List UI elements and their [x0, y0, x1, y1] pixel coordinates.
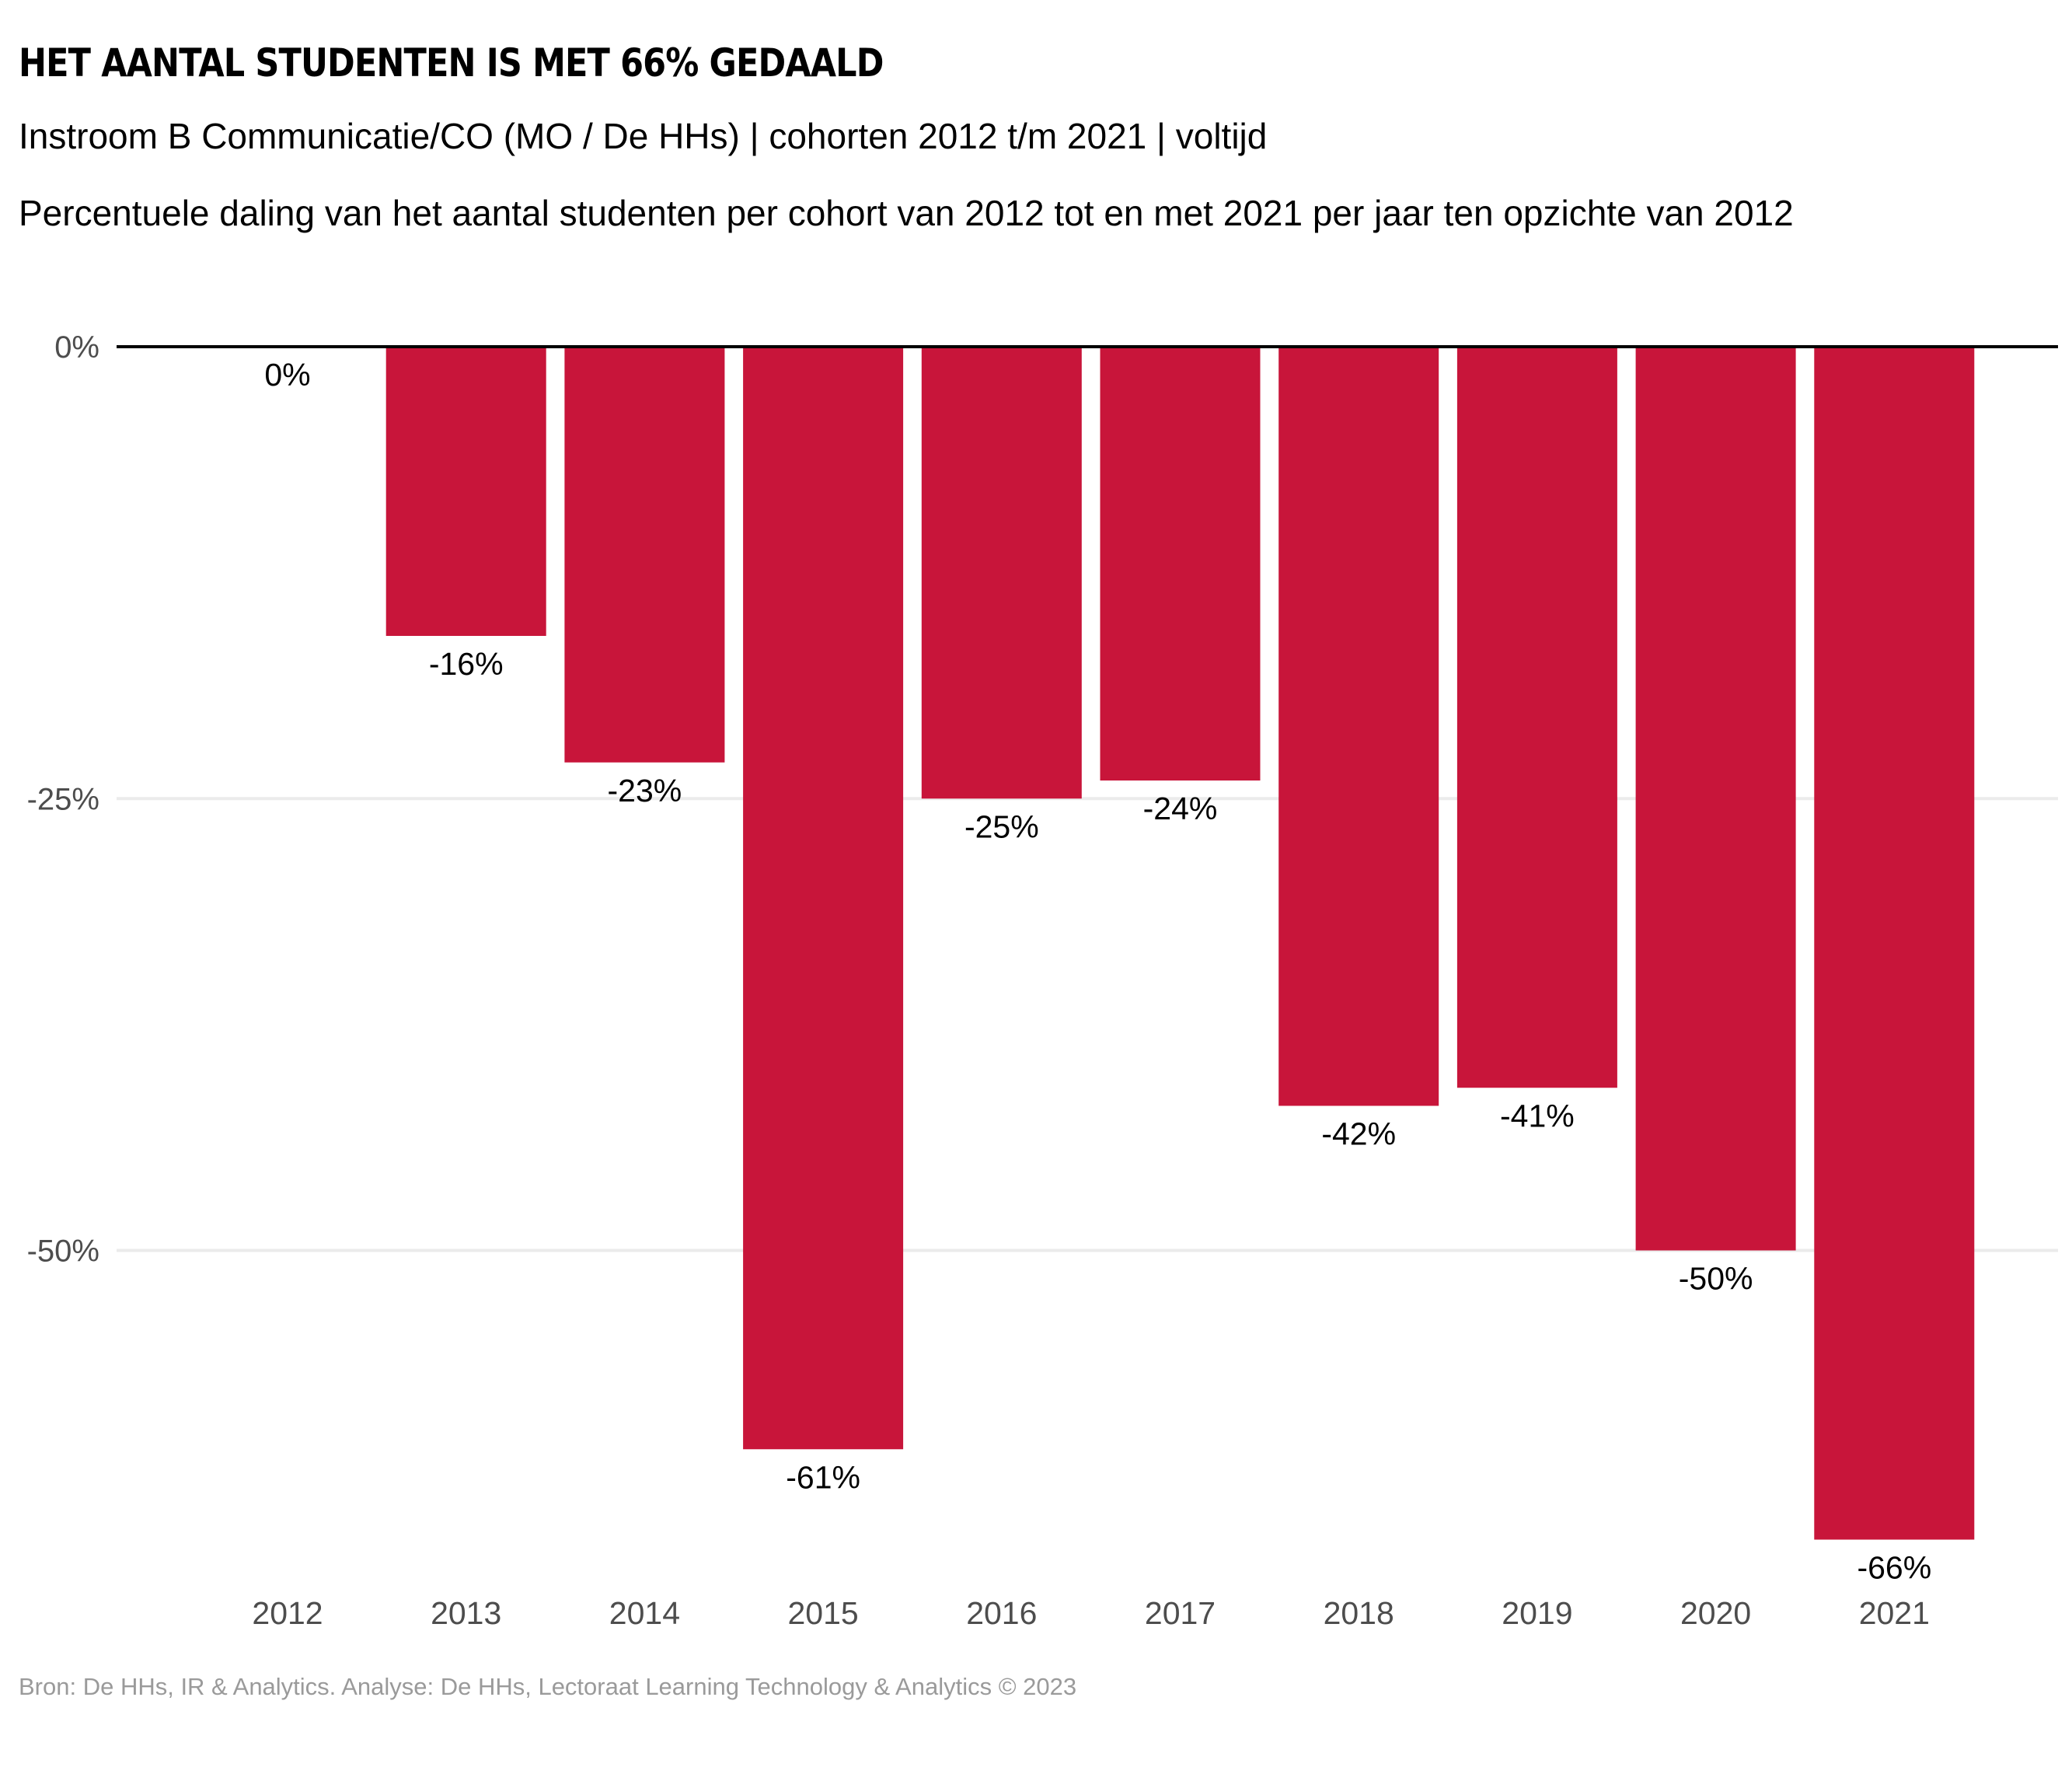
y-tick-label: -25% — [27, 782, 99, 816]
bar-2013 — [385, 347, 546, 636]
x-tick-2017: 2017 — [1145, 1595, 1216, 1631]
x-tick-2019: 2019 — [1502, 1595, 1572, 1631]
source-note: Bron: De HHs, IR & Analytics. Analyse: D… — [19, 1673, 1077, 1700]
chart-caption: Percentuele daling van het aantal studen… — [19, 193, 1794, 233]
x-tick-2013: 2013 — [431, 1595, 501, 1631]
chart-subtitle: Instroom B Communicatie/CO (MO / De HHs)… — [19, 116, 1268, 156]
data-label-2020: -50% — [1679, 1261, 1753, 1297]
y-tick-label: 0% — [54, 330, 99, 365]
y-axis-ticks: 0% -25% -50% — [27, 330, 99, 1269]
bar-2017 — [1100, 347, 1261, 780]
data-label-2012: 0% — [264, 357, 310, 393]
data-label-2013: -16% — [429, 646, 504, 682]
bar-2018 — [1278, 347, 1439, 1106]
bar-2021 — [1814, 347, 1975, 1540]
data-label-2019: -41% — [1500, 1098, 1575, 1133]
x-tick-2015: 2015 — [787, 1595, 858, 1631]
data-label-2017: -24% — [1143, 791, 1218, 826]
x-tick-2014: 2014 — [609, 1595, 680, 1631]
x-tick-2016: 2016 — [966, 1595, 1037, 1631]
bar-2016 — [921, 347, 1082, 799]
y-tick-label: -50% — [27, 1234, 99, 1269]
x-axis-ticks: 2012 2013 2014 2015 2016 2017 2018 2019 2020 2021 — [252, 1595, 1930, 1631]
data-label-2015: -61% — [786, 1459, 860, 1495]
bar-2014 — [564, 347, 725, 763]
chart-title: HET AANTAL STUDENTEN IS MET 66% GEDAALD — [19, 40, 884, 86]
bars — [385, 347, 1975, 1540]
x-tick-2012: 2012 — [252, 1595, 323, 1631]
bar-2020 — [1635, 347, 1796, 1251]
x-tick-2021: 2021 — [1859, 1595, 1930, 1631]
data-label-2016: -25% — [964, 808, 1039, 844]
data-label-2018: -42% — [1321, 1116, 1396, 1152]
data-label-2021: -66% — [1857, 1550, 1931, 1586]
data-label-2014: -23% — [608, 773, 682, 808]
bar-2015 — [743, 347, 904, 1450]
x-tick-2018: 2018 — [1324, 1595, 1394, 1631]
bar-2019 — [1456, 347, 1617, 1088]
x-tick-2020: 2020 — [1680, 1595, 1751, 1631]
data-labels: 0% -16% -23% -61% -25% -24% -42% -41% -50% -66% — [264, 357, 1931, 1586]
